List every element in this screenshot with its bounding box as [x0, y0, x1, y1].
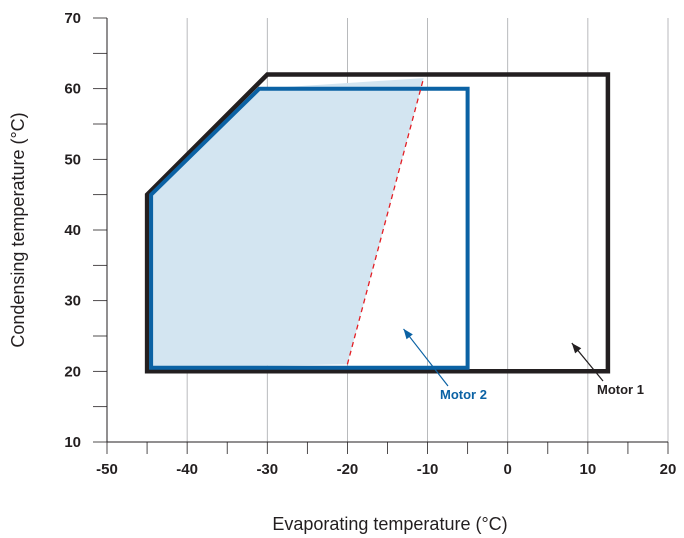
- series-outline-motor-2: [149, 86, 470, 370]
- y-tick-label: 10: [64, 434, 81, 451]
- x-tick-label: -30: [256, 461, 278, 478]
- shaded-region-layer: [151, 78, 424, 368]
- x-tick-label: 20: [660, 461, 677, 478]
- annotation-arrowhead-motor-2: [403, 328, 413, 340]
- series-outline-motor-1: [144, 72, 611, 374]
- y-tick-label: 40: [64, 222, 81, 239]
- x-tick-label: -20: [337, 461, 359, 478]
- y-tick-label: 60: [64, 81, 81, 98]
- y-tick-label: 30: [64, 293, 81, 310]
- y-axis-title: Condensing temperature (°C): [8, 112, 28, 347]
- y-tick-label: 50: [64, 151, 81, 168]
- shaded-operating-region: [151, 78, 424, 368]
- x-tick-label: -40: [176, 461, 198, 478]
- y-tick-label: 20: [64, 363, 81, 380]
- y-tick-label: 70: [64, 10, 81, 27]
- series-layer: [144, 72, 611, 374]
- x-tick-label: -50: [96, 461, 118, 478]
- x-tick-label: -10: [417, 461, 439, 478]
- annotation-label-motor-1: Motor 1: [597, 382, 644, 397]
- x-axis-title: Evaporating temperature (°C): [272, 514, 507, 534]
- annotation-arrow-motor-2: [403, 328, 449, 387]
- dashed-limit-line: [346, 77, 425, 365]
- x-tick-label: 10: [580, 461, 597, 478]
- annotation-arrowhead-motor-1: [571, 343, 582, 354]
- axes: 10 20 30 40 50 60 70 -50 -40 -30 -20 -10 0 10 20: [64, 10, 676, 478]
- annotation-layer: Motor 2 Motor 1: [403, 328, 644, 402]
- annotation-label-motor-2: Motor 2: [440, 387, 487, 402]
- x-tick-label: 0: [504, 461, 512, 478]
